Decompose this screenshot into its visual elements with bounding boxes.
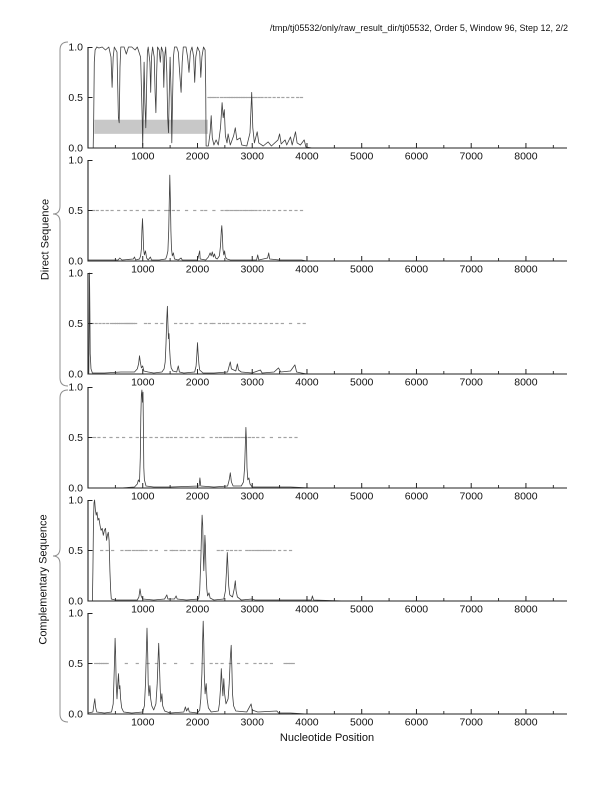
- x-tick-label: 7000: [460, 151, 484, 163]
- x-tick-label: 4000: [295, 604, 319, 616]
- y-tick-label: 0.0: [68, 143, 83, 155]
- x-tick-label: 5000: [350, 151, 374, 163]
- probability-curve: [88, 389, 567, 489]
- y-tick-label: 0.0: [68, 709, 83, 721]
- y-tick-label: 0.5: [68, 432, 83, 444]
- x-tick-label: 8000: [514, 604, 538, 616]
- y-tick-label: 0.0: [68, 369, 83, 381]
- probability-curve: [88, 174, 567, 262]
- x-tick-label: 6000: [405, 377, 429, 389]
- x-tick-label: 6000: [405, 717, 429, 729]
- x-tick-label: 3000: [241, 377, 265, 389]
- x-tick-label: 1000: [131, 264, 155, 276]
- axis-frame: [87, 273, 567, 375]
- x-tick-label: 4000: [295, 377, 319, 389]
- y-tick-label: 1.0: [68, 608, 83, 620]
- y-tick-label: 0.5: [68, 318, 83, 330]
- y-tick-label: 1.0: [68, 268, 83, 280]
- y-tick-label: 1.0: [68, 495, 83, 507]
- x-tick-label: 5000: [350, 717, 374, 729]
- x-tick-label: 7000: [460, 604, 484, 616]
- probability-panel-complementary-frame-2: 1.0 0.5 0.0 1000 2000 3000 4000 5000 6000 7000 800…: [68, 495, 567, 616]
- x-tick-label: 1000: [131, 151, 155, 163]
- axis-frame: [87, 160, 567, 262]
- y-tick-label: 0.5: [68, 92, 83, 104]
- y-tick-label: 1.0: [68, 382, 83, 394]
- x-tick-label: 4000: [295, 717, 319, 729]
- y-tick-label: 1.0: [68, 42, 83, 54]
- y-tick-label: 0.5: [68, 205, 83, 217]
- probability-panel-complementary-frame-3: 1.0 0.5 0.0 1000 2000 3000 4000 5000 6000 7000 800…: [68, 608, 567, 729]
- x-tick-label: 8000: [514, 151, 538, 163]
- x-tick-label: 1000: [131, 491, 155, 503]
- x-axis-title: Nucleotide Position: [279, 732, 375, 744]
- x-tick-label: 7000: [460, 264, 484, 276]
- page-title: /tmp/tj05532/only/raw_result_dir/tj05532…: [269, 23, 568, 33]
- probability-curve: [87, 620, 567, 715]
- x-tick-label: 8000: [514, 377, 538, 389]
- x-tick-label: 6000: [405, 264, 429, 276]
- axis-frame: [87, 613, 567, 715]
- x-tick-label: 6000: [405, 151, 429, 163]
- x-tick-label: 5000: [350, 264, 374, 276]
- probability-panel-complementary-frame-1: 1.0 0.5 0.0 1000 2000 3000 4000 5000 6000 7000 800…: [68, 382, 567, 503]
- probability-curve: [88, 46, 567, 149]
- x-tick-label: 6000: [405, 604, 429, 616]
- x-tick-label: 2000: [186, 151, 210, 163]
- coding-region-highlight-band: [94, 119, 208, 134]
- probability-panel-direct-frame-2: 1.0 0.5 0.0 1000 2000 3000 4000 5000 6000 7000 800…: [68, 155, 567, 276]
- x-tick-label: 8000: [514, 491, 538, 503]
- axis-frame: [87, 387, 567, 489]
- probability-panel-direct-frame-1: 1.0 0.5 0.0 1000 2000 3000 4000 5000 6000 7000 800…: [68, 42, 567, 163]
- x-tick-label: 3000: [241, 151, 265, 163]
- x-tick-label: 4000: [295, 491, 319, 503]
- probability-curve: [88, 499, 567, 602]
- y-tick-label: 0.0: [68, 483, 83, 495]
- x-tick-label: 2000: [186, 491, 210, 503]
- y-tick-label: 0.5: [68, 658, 83, 670]
- x-tick-label: 3000: [241, 491, 265, 503]
- x-tick-label: 8000: [514, 717, 538, 729]
- x-tick-label: 7000: [460, 717, 484, 729]
- x-tick-label: 2000: [186, 717, 210, 729]
- y-tick-label: 0.0: [68, 596, 83, 608]
- x-tick-label: 7000: [460, 491, 484, 503]
- x-tick-label: 4000: [295, 151, 319, 163]
- x-tick-label: 1000: [131, 717, 155, 729]
- x-tick-label: 8000: [514, 264, 538, 276]
- x-tick-label: 3000: [241, 717, 265, 729]
- x-tick-label: 5000: [350, 491, 374, 503]
- y-tick-label: 0.0: [68, 256, 83, 268]
- x-tick-label: 7000: [460, 377, 484, 389]
- x-tick-label: 3000: [241, 264, 265, 276]
- probability-curve: [88, 272, 567, 375]
- x-tick-label: 5000: [350, 377, 374, 389]
- y-tick-label: 0.5: [68, 545, 83, 557]
- x-tick-label: 2000: [186, 377, 210, 389]
- x-tick-label: 5000: [350, 604, 374, 616]
- axis-frame: [87, 47, 567, 149]
- x-tick-label: 1000: [131, 604, 155, 616]
- x-tick-label: 2000: [186, 604, 210, 616]
- x-tick-label: 3000: [241, 604, 265, 616]
- x-tick-label: 4000: [295, 264, 319, 276]
- x-tick-label: 1000: [131, 377, 155, 389]
- x-tick-label: 2000: [186, 264, 210, 276]
- axis-frame: [87, 500, 567, 602]
- probability-panel-direct-frame-3: 1.0 0.5 0.0 1000 2000 3000 4000 5000 6000 7000 800…: [68, 268, 567, 389]
- y-tick-label: 1.0: [68, 155, 83, 167]
- x-tick-label: 6000: [405, 491, 429, 503]
